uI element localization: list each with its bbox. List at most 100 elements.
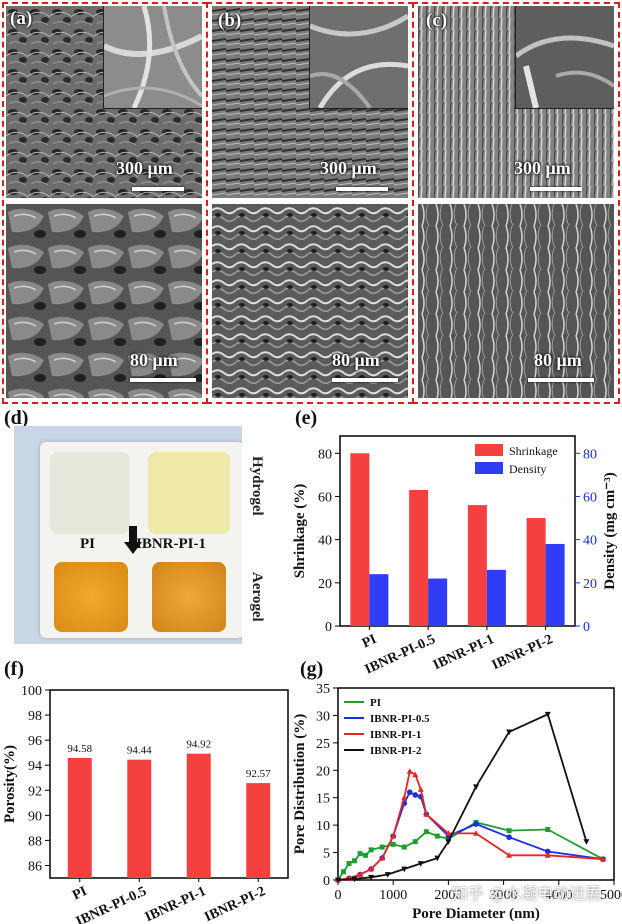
data-point xyxy=(583,839,589,845)
shrinkage-density-chart: 0 020 2040 4060 6080 80PIIBNR-PI-0.5IBNR-PI-1… xyxy=(280,420,622,682)
x-tick-label: 0 xyxy=(335,888,342,903)
y-tick-label: 0 xyxy=(325,620,332,635)
data-point xyxy=(506,834,512,840)
x-tick-label: PI xyxy=(70,884,89,904)
scale-label-a-top: 300 μm xyxy=(116,158,173,179)
y2-tick-label: 0 xyxy=(583,620,590,635)
y-tick-label: 94 xyxy=(28,759,42,774)
data-label: 94.92 xyxy=(186,739,211,751)
data-point xyxy=(347,861,352,866)
data-point xyxy=(380,845,385,850)
y-tick-label: 98 xyxy=(28,709,42,724)
y-tick-label: 40 xyxy=(318,534,332,549)
data-point xyxy=(507,828,512,833)
legend-swatch xyxy=(475,462,503,474)
hydrogel-ibnr-sample xyxy=(148,452,230,534)
x-tick-label: 1000 xyxy=(379,888,407,903)
y2-axis-label: Density (mg cm⁻³) xyxy=(602,472,618,589)
data-point xyxy=(412,792,418,798)
y2-tick-label: 60 xyxy=(583,490,597,505)
y2-tick-label: 40 xyxy=(583,534,597,549)
scale-bar-b-top xyxy=(336,187,388,191)
shrinkage-bar xyxy=(527,518,546,626)
scale-bar-b-bottom xyxy=(332,378,398,382)
hydrogel-label: Hydrogel xyxy=(248,456,265,516)
scale-label-c-top: 300 μm xyxy=(514,158,571,179)
y-axis-label: Shrinkage (%) xyxy=(292,484,308,579)
panel-label-b: (b) xyxy=(218,10,241,32)
porosity-chart: 8688909294969810094.58PI94.44IBNR-PI-0.5… xyxy=(0,672,292,924)
data-point xyxy=(363,853,368,858)
data-label: 92.57 xyxy=(246,768,271,780)
porosity-bar xyxy=(68,758,92,878)
y-tick-label: 0 xyxy=(323,874,330,889)
data-point xyxy=(358,851,363,856)
y-tick-label: 35 xyxy=(316,682,330,697)
density-bar xyxy=(369,574,388,626)
density-bar xyxy=(487,570,506,626)
panel-label-c: (c) xyxy=(426,10,447,32)
series-line xyxy=(338,792,603,880)
y-tick-label: 60 xyxy=(318,490,332,505)
porosity-bar xyxy=(246,783,270,878)
data-point xyxy=(435,834,440,839)
hydrogel-pi-sample xyxy=(50,452,130,534)
data-point xyxy=(545,827,550,832)
y2-tick-label: 20 xyxy=(583,577,597,592)
data-point xyxy=(473,821,479,827)
x-tick-label: IBNR-PI-2 xyxy=(202,884,268,924)
x-tick-label: PI xyxy=(360,632,379,652)
x-tick-label: IBNR-PI-1 xyxy=(431,632,497,673)
x-tick-label: IBNR-PI-1 xyxy=(143,884,209,924)
porosity-bar xyxy=(127,760,151,878)
y-tick-label: 88 xyxy=(28,834,42,849)
sem-image-b-bottom: 80 μm xyxy=(212,204,408,398)
sem-image-a-top: (a) 300 μm xyxy=(6,6,202,198)
shrinkage-bar xyxy=(409,490,428,626)
scale-bar-a-bottom xyxy=(130,378,196,382)
aerogel-label: Aerogel xyxy=(248,572,265,622)
aerogel-ibnr-sample xyxy=(152,562,226,632)
scale-label-b-bottom: 80 μm xyxy=(332,350,380,371)
data-point xyxy=(341,869,346,874)
series-line xyxy=(338,822,603,880)
sem-inset-b xyxy=(309,6,408,109)
panel-label-a: (a) xyxy=(10,8,32,30)
sem-image-c-bottom: 80 μm xyxy=(418,204,614,398)
y-tick-label: 100 xyxy=(21,684,42,699)
legend-label: IBNR-PI-1 xyxy=(370,729,421,741)
y-axis-label: Pore Distribution (%) xyxy=(292,714,308,855)
x-tick-label: IBNR-PI-2 xyxy=(490,632,556,673)
y-tick-label: 96 xyxy=(28,734,42,749)
sem-inset-a xyxy=(103,6,202,109)
y-axis-label: Porosity(%) xyxy=(2,745,18,823)
data-point xyxy=(352,858,357,863)
scale-label-b-top: 300 μm xyxy=(320,158,377,179)
legend-label: IBNR-PI-0.5 xyxy=(370,713,430,725)
data-point xyxy=(407,768,413,774)
arrow-down-icon xyxy=(124,526,142,554)
sem-image-b-top: (b) 300 μm xyxy=(212,6,408,198)
scale-label-a-bottom: 80 μm xyxy=(130,350,178,371)
scale-bar-c-bottom xyxy=(528,378,594,382)
y-tick-label: 20 xyxy=(316,764,330,779)
y-tick-label: 5 xyxy=(323,847,330,862)
scale-bar-c-top xyxy=(530,187,582,191)
y-tick-label: 92 xyxy=(28,784,42,799)
sem-image-a-bottom: 80 μm xyxy=(6,204,202,398)
sample-photo: PI IBNR-PI-1 xyxy=(14,426,242,644)
shrinkage-bar xyxy=(350,453,369,626)
aerogel-pi-sample xyxy=(54,562,128,632)
sample-label-ibnr: IBNR-PI-1 xyxy=(136,536,206,553)
density-bar xyxy=(428,579,447,627)
data-point xyxy=(424,829,429,834)
legend-label: IBNR-PI-2 xyxy=(370,745,422,757)
shrinkage-bar xyxy=(468,505,487,626)
x-axis-label: Pore Diameter (nm) xyxy=(412,906,540,922)
sem-inset-c xyxy=(515,6,614,109)
data-label: 94.58 xyxy=(67,743,92,755)
sample-label-pi: PI xyxy=(80,536,95,553)
density-bar xyxy=(546,544,565,626)
data-point xyxy=(413,839,418,844)
legend-label: PI xyxy=(370,697,381,709)
